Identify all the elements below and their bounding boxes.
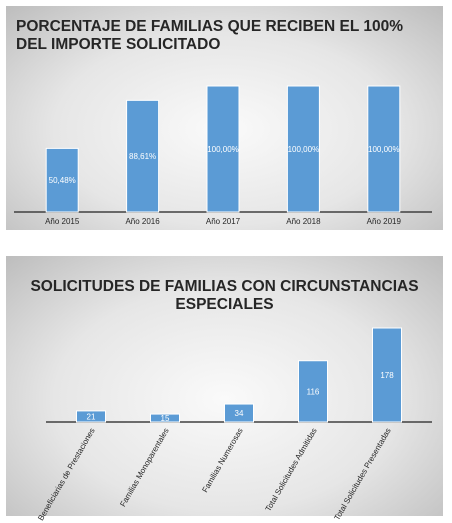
data-label: 34 <box>235 409 244 418</box>
chart-2-plot: 21 Beneficiarias de Prestaciones 15 Familia… <box>36 327 432 522</box>
data-label: 178 <box>380 371 394 380</box>
data-label: 15 <box>161 414 170 423</box>
bar <box>367 85 401 213</box>
bar <box>224 403 254 423</box>
x-tick-label: Familias Monoparentales <box>118 427 170 509</box>
x-tick-label: Total Solicitudes Presentadas <box>332 427 392 522</box>
bar <box>150 413 180 423</box>
data-label: 88,61% <box>129 152 156 161</box>
data-label: 116 <box>307 387 320 396</box>
bar <box>76 410 106 423</box>
chart-panel-1: PORCENTAJE DE FAMILIAS QUE RECIBEN EL 10… <box>6 6 443 230</box>
data-label: 21 <box>87 412 96 421</box>
data-label: 100,00% <box>288 145 320 154</box>
chart-title: PORCENTAJE DE FAMILIAS QUE RECIBEN EL 10… <box>16 18 404 53</box>
x-tick-label: Total Solicitudes Admitidas <box>264 427 319 514</box>
bar <box>286 85 320 213</box>
x-tick-label: Año 2019 <box>367 217 402 226</box>
bar <box>45 147 79 213</box>
data-label: 100,00% <box>368 145 400 154</box>
bar <box>126 99 160 213</box>
x-tick-label: Año 2015 <box>45 217 80 226</box>
data-label: 100,00% <box>207 145 239 154</box>
x-tick-label: Año 2017 <box>206 217 241 226</box>
bar <box>206 85 240 213</box>
chart-title: SOLICITUDES DE FAMILIAS CON CIRCUNSTANCI… <box>30 278 419 313</box>
x-tick-label: Beneficiarias de Prestaciones <box>36 427 96 523</box>
x-tick-label: Año 2018 <box>286 217 321 226</box>
x-tick-label: Año 2016 <box>125 217 160 226</box>
chart-1-plot: 50,48% Año 2015 88,61% Año 2016 100,00% Año 2… <box>14 85 432 226</box>
bar <box>298 360 328 423</box>
x-tick-label: Familias Numerosas <box>200 427 244 495</box>
bar <box>372 327 402 423</box>
data-label: 50,48% <box>49 176 76 185</box>
chart-panel-2: SOLICITUDES DE FAMILIAS CON CIRCUNSTANCI… <box>6 256 443 522</box>
